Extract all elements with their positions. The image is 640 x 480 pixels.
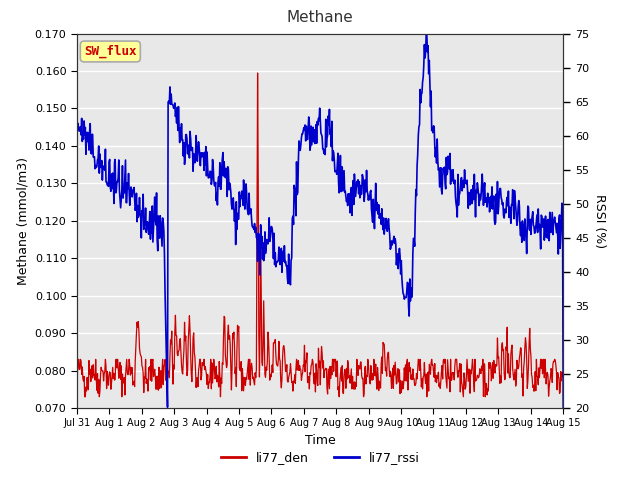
- Y-axis label: RSSI (%): RSSI (%): [593, 194, 606, 248]
- Text: SW_flux: SW_flux: [84, 45, 136, 58]
- Y-axis label: Methane (mmol/m3): Methane (mmol/m3): [16, 157, 29, 285]
- Text: Methane: Methane: [287, 10, 353, 24]
- Legend: li77_den, li77_rssi: li77_den, li77_rssi: [216, 446, 424, 469]
- X-axis label: Time: Time: [305, 434, 335, 447]
